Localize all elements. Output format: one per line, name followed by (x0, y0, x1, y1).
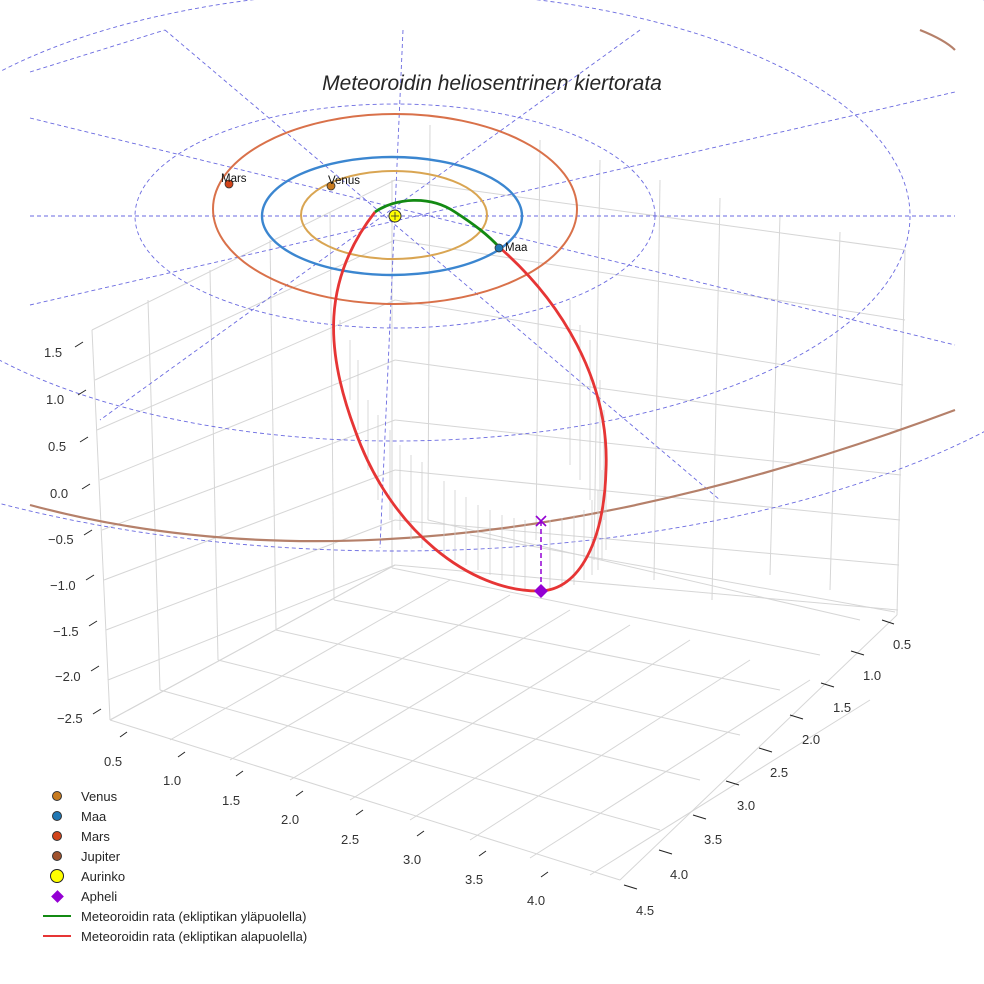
mars-dot-icon (52, 831, 62, 841)
svg-text:−0.5: −0.5 (48, 532, 74, 547)
z-tick-labels: 1.5 1.0 0.5 0.0 −0.5 −1.0 −1.5 −2.0 −2.5 (44, 345, 83, 726)
svg-text:1.5: 1.5 (833, 700, 851, 715)
venus-orbit (300, 170, 488, 260)
maa-orbit (260, 155, 524, 277)
svg-text:−2.0: −2.0 (55, 669, 81, 684)
svg-text:4.0: 4.0 (527, 893, 545, 908)
sun-icon (50, 869, 64, 883)
legend-label: Mars (81, 828, 110, 844)
venus-label: Venus (328, 175, 360, 187)
maa-marker-icon (494, 243, 504, 253)
meteoroid-orbit-above (374, 198, 501, 248)
green-line-icon (43, 915, 71, 917)
svg-text:0.5: 0.5 (104, 754, 122, 769)
legend-item-venus: Venus (38, 786, 307, 806)
jupiter-dot-icon (52, 851, 62, 861)
y-axis (623, 619, 895, 890)
legend-item-maa: Maa (38, 806, 307, 826)
chart-title: Meteoroidin heliosentrinen kiertorata (322, 72, 662, 95)
legend-item-aurinko: Aurinko (38, 866, 307, 886)
mars-orbit (212, 113, 578, 305)
apheli-marker-icon (534, 584, 548, 598)
jupiter-orbit-top (919, 28, 956, 51)
red-line-icon (43, 935, 71, 937)
legend-label: Meteoroidin rata (ekliptikan yläpuolella… (81, 908, 307, 924)
svg-text:2.0: 2.0 (802, 732, 820, 747)
svg-text:1.5: 1.5 (44, 345, 62, 360)
jupiter-orbit (29, 408, 956, 543)
sun-marker-icon (388, 209, 402, 223)
meteoroid-orbit-below (332, 211, 608, 593)
legend-label: Jupiter (81, 848, 121, 864)
svg-text:3.5: 3.5 (465, 872, 483, 887)
legend-label: Aurinko (81, 868, 126, 884)
svg-text:4.5: 4.5 (636, 903, 654, 918)
z-axis (74, 341, 102, 715)
svg-text:−2.5: −2.5 (57, 711, 83, 726)
venus-marker-icon (326, 181, 336, 191)
svg-text:3.0: 3.0 (737, 798, 755, 813)
svg-text:2.5: 2.5 (341, 832, 359, 847)
legend: Venus Maa Mars Jupiter Aurinko Apheli Me… (38, 786, 307, 946)
svg-text:3.0: 3.0 (403, 852, 421, 867)
diamond-icon (50, 889, 64, 903)
legend-label: Meteoroidin rata (ekliptikan alapuolella… (81, 928, 308, 944)
y-tick-labels: 0.5 1.0 1.5 2.0 2.5 3.0 3.5 4.0 4.5 (636, 637, 911, 918)
svg-text:1.5: 1.5 (222, 793, 240, 808)
svg-text:1.0: 1.0 (863, 668, 881, 683)
legend-label: Maa (81, 808, 107, 824)
apheli-projection-x-icon (535, 515, 547, 527)
svg-text:1.0: 1.0 (46, 392, 64, 407)
svg-text:0.5: 0.5 (48, 439, 66, 454)
mars-marker-icon (224, 179, 234, 189)
legend-label: Apheli (81, 888, 118, 904)
svg-text:3.5: 3.5 (704, 832, 722, 847)
svg-text:0.5: 0.5 (893, 637, 911, 652)
x-axis (119, 731, 549, 878)
mars-label: Mars (221, 173, 247, 185)
svg-text:−1.5: −1.5 (53, 624, 79, 639)
svg-text:2.5: 2.5 (770, 765, 788, 780)
maa-label: Maa (505, 242, 528, 254)
legend-item-mars: Mars (38, 826, 307, 846)
projection-lines (339, 300, 607, 590)
svg-text:0.0: 0.0 (50, 486, 68, 501)
venus-dot-icon (52, 791, 62, 801)
svg-text:1.0: 1.0 (163, 773, 181, 788)
legend-label: Venus (81, 788, 118, 804)
legend-item-apheli: Apheli (38, 886, 307, 906)
legend-item-orbit-below: Meteoroidin rata (ekliptikan alapuolella… (38, 926, 307, 946)
x-tick-labels: 0.5 1.0 1.5 2.0 2.5 3.0 3.5 4.0 (104, 754, 545, 908)
legend-item-jupiter: Jupiter (38, 846, 307, 866)
pane-grid (91, 124, 906, 881)
maa-dot-icon (52, 811, 62, 821)
ecliptic-polar-grid (0, 0, 984, 552)
svg-text:4.0: 4.0 (670, 867, 688, 882)
legend-item-orbit-above: Meteoroidin rata (ekliptikan yläpuolella… (38, 906, 307, 926)
svg-text:2.0: 2.0 (281, 812, 299, 827)
svg-text:−1.0: −1.0 (50, 578, 76, 593)
